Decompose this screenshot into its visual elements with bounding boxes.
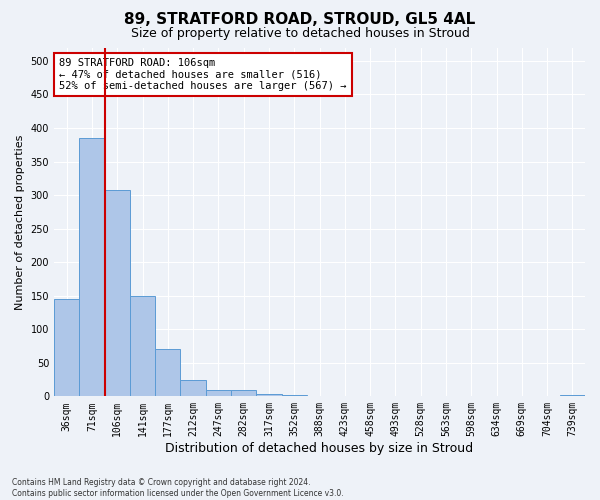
Text: 89, STRATFORD ROAD, STROUD, GL5 4AL: 89, STRATFORD ROAD, STROUD, GL5 4AL <box>124 12 476 28</box>
Text: Size of property relative to detached houses in Stroud: Size of property relative to detached ho… <box>131 28 469 40</box>
Bar <box>155 348 181 397</box>
Y-axis label: Number of detached properties: Number of detached properties <box>15 134 25 310</box>
X-axis label: Distribution of detached houses by size in Stroud: Distribution of detached houses by size … <box>166 442 473 455</box>
Bar <box>104 190 130 396</box>
Text: 89 STRATFORD ROAD: 106sqm
← 47% of detached houses are smaller (516)
52% of semi: 89 STRATFORD ROAD: 106sqm ← 47% of detac… <box>59 58 347 91</box>
Bar <box>130 296 155 396</box>
Bar <box>281 395 307 396</box>
Bar <box>231 390 256 396</box>
Bar <box>79 138 104 396</box>
Bar <box>206 390 231 396</box>
Text: Contains HM Land Registry data © Crown copyright and database right 2024.
Contai: Contains HM Land Registry data © Crown c… <box>12 478 344 498</box>
Bar <box>560 395 585 396</box>
Bar <box>54 299 79 396</box>
Bar <box>181 380 206 396</box>
Bar <box>256 394 281 396</box>
